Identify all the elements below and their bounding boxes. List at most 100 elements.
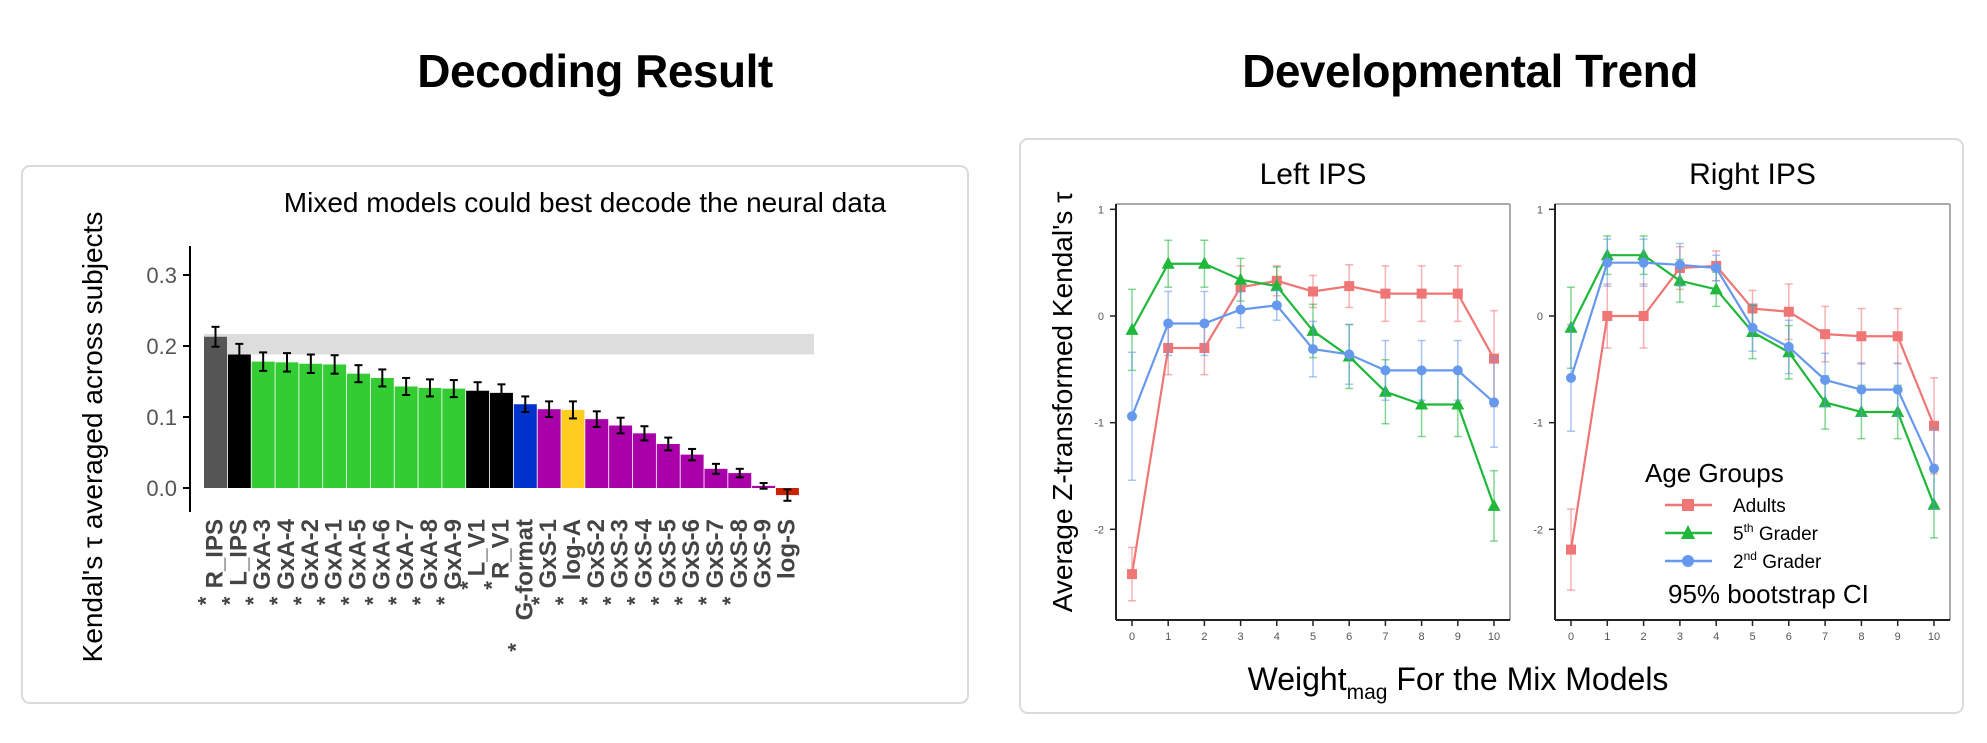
series-2-group bbox=[1127, 289, 1499, 482]
x-tick-label: 0 bbox=[1129, 631, 1135, 643]
line-chart-ylabel: Average Z-transformed Kendal's τ bbox=[1047, 192, 1078, 613]
bar-GxS-6 bbox=[680, 454, 704, 488]
data-point bbox=[1711, 263, 1722, 273]
y-tick-label: 0.1 bbox=[146, 405, 177, 430]
data-point bbox=[1892, 384, 1903, 395]
significance-star: * bbox=[646, 596, 671, 605]
bar-GxA-6 bbox=[370, 377, 394, 488]
x-tick-label: 3 bbox=[1238, 631, 1244, 643]
legend-marker bbox=[1682, 499, 1694, 511]
data-point bbox=[1452, 365, 1463, 376]
category-label-GxS-3: GxS-3 bbox=[607, 519, 634, 588]
data-point bbox=[1416, 365, 1427, 376]
data-point bbox=[1638, 311, 1649, 321]
x-tick-label: 9 bbox=[1455, 631, 1461, 643]
significance-star: * bbox=[575, 596, 600, 605]
line-chart-xlabel: Weightmag For the Mix Models bbox=[1248, 661, 1669, 704]
data-point bbox=[1380, 288, 1391, 299]
bar-GxA-5 bbox=[346, 373, 370, 488]
y-tick-label: 0.0 bbox=[146, 476, 177, 501]
category-label-GxA-9: GxA-9 bbox=[440, 519, 467, 590]
significance-star: * bbox=[718, 596, 743, 605]
x-tick-label: 9 bbox=[1895, 631, 1901, 643]
category-label-GxS-2: GxS-2 bbox=[583, 519, 610, 588]
category-label-GxA-6: GxA-6 bbox=[368, 519, 395, 590]
data-point bbox=[1416, 288, 1427, 299]
y-tick-label: 0 bbox=[1537, 311, 1543, 323]
left-main-title: Decoding Result bbox=[417, 45, 773, 97]
bar-GxS-2 bbox=[585, 419, 609, 488]
bar-GxS-3 bbox=[609, 425, 633, 488]
significance-star: * bbox=[289, 596, 314, 605]
reference-band bbox=[204, 333, 814, 355]
xlabel-main: Weight bbox=[1248, 661, 1347, 697]
data-point bbox=[1856, 331, 1867, 342]
category-label-GxS-6: GxS-6 bbox=[678, 519, 705, 588]
y-tick-label: 0 bbox=[1098, 311, 1104, 323]
significance-star: * bbox=[479, 581, 504, 590]
data-point bbox=[1271, 300, 1282, 311]
legend-label: 2nd Grader bbox=[1733, 549, 1822, 573]
xlabel-sub: mag bbox=[1347, 681, 1388, 704]
category-label-GxA-4: GxA-4 bbox=[273, 518, 300, 589]
bar-L_IPS bbox=[227, 354, 251, 488]
significance-star: * bbox=[622, 596, 647, 605]
data-point bbox=[1380, 365, 1391, 376]
x-tick-label: 7 bbox=[1822, 631, 1828, 643]
data-point bbox=[1709, 282, 1723, 295]
data-point bbox=[1161, 256, 1175, 269]
data-point bbox=[1602, 311, 1613, 321]
bar-GxA-8 bbox=[418, 387, 442, 488]
data-point bbox=[1783, 306, 1794, 317]
bar-GxS-7 bbox=[704, 468, 728, 488]
category-label-L_V1: L_V1 bbox=[464, 519, 491, 576]
category-label-GxS-1: GxS-1 bbox=[535, 519, 562, 588]
legend-label: 5th Grader bbox=[1733, 521, 1819, 545]
x-tick-label: 2 bbox=[1201, 631, 1207, 643]
bar-L_V1 bbox=[466, 390, 490, 488]
significance-star: * bbox=[265, 596, 290, 605]
bar-GxA-2 bbox=[299, 363, 323, 488]
y-tick-label: -1 bbox=[1094, 418, 1104, 430]
data-point bbox=[1820, 375, 1831, 385]
data-point bbox=[1487, 498, 1501, 511]
data-point bbox=[1234, 272, 1248, 285]
bar-GxS-1 bbox=[537, 409, 561, 488]
facet-title: Left IPS bbox=[1260, 158, 1367, 191]
y-tick-label: -2 bbox=[1533, 524, 1543, 536]
data-point bbox=[1235, 304, 1246, 315]
data-point bbox=[1199, 318, 1210, 329]
data-point bbox=[1270, 279, 1284, 292]
series-1-group bbox=[1564, 235, 1941, 539]
bar-log-A bbox=[561, 409, 585, 488]
x-tick-label: 5 bbox=[1749, 631, 1755, 643]
data-point bbox=[1489, 397, 1499, 408]
category-label-GxA-3: GxA-3 bbox=[249, 519, 276, 590]
significance-star: * bbox=[503, 643, 528, 652]
data-point bbox=[1783, 341, 1794, 352]
significance-star: * bbox=[241, 596, 266, 605]
y-tick-label: -2 bbox=[1094, 524, 1104, 536]
developmental-panel bbox=[1019, 138, 1964, 714]
data-point bbox=[1856, 384, 1867, 395]
xlabel-rest: For the Mix Models bbox=[1387, 661, 1668, 697]
category-label-GxA-1: GxA-1 bbox=[321, 519, 348, 590]
x-tick-label: 10 bbox=[1928, 631, 1940, 643]
x-tick-label: 7 bbox=[1382, 631, 1388, 643]
data-point bbox=[1127, 411, 1137, 422]
data-point bbox=[1308, 344, 1318, 355]
data-point bbox=[1415, 397, 1429, 410]
significance-star: * bbox=[456, 581, 481, 590]
data-point bbox=[1451, 397, 1465, 410]
significance-star: * bbox=[432, 596, 457, 605]
y-tick-label: 0.3 bbox=[146, 263, 177, 288]
bar-GxA-9 bbox=[442, 388, 466, 488]
bar-GxS-5 bbox=[656, 443, 680, 488]
legend-marker bbox=[1681, 525, 1695, 539]
x-tick-label: 1 bbox=[1604, 631, 1610, 643]
significance-star: * bbox=[408, 596, 433, 605]
x-tick-label: 8 bbox=[1858, 631, 1864, 643]
y-tick-label: -1 bbox=[1533, 418, 1543, 430]
x-tick-label: 4 bbox=[1274, 631, 1280, 643]
